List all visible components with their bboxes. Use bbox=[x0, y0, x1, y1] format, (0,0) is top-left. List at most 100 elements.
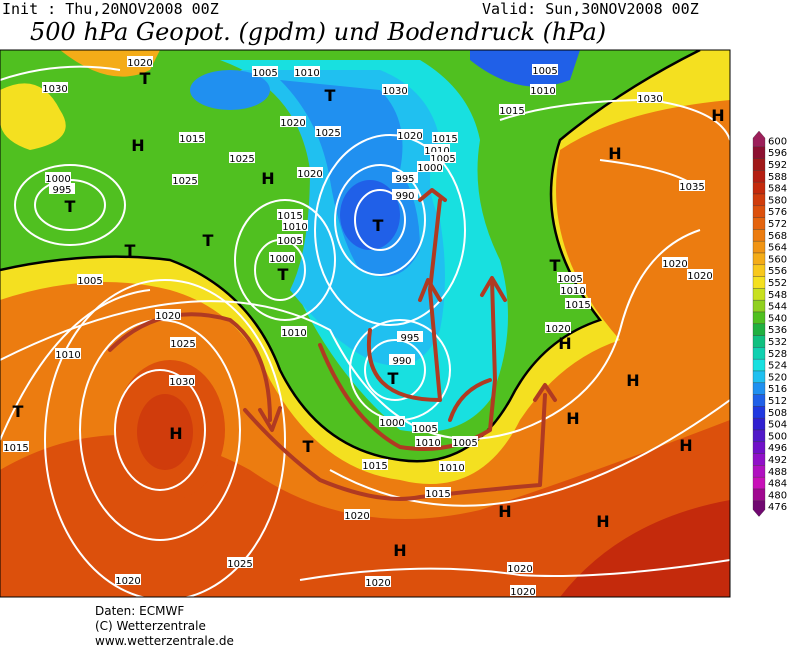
pressure-center: T bbox=[303, 437, 314, 456]
label-box bbox=[397, 129, 423, 140]
isobar-label: 990 bbox=[395, 191, 414, 202]
isobar-label: 1010 bbox=[560, 286, 585, 297]
pressure-center: H bbox=[131, 136, 144, 155]
map-frame bbox=[0, 49, 731, 598]
label-box bbox=[269, 252, 295, 263]
isobar-label: 1005 bbox=[557, 274, 582, 285]
isobar-label: 995 bbox=[400, 333, 419, 344]
colorbar-label: 536 bbox=[768, 325, 787, 336]
pressure-center: T bbox=[125, 241, 136, 260]
isobar-label: 1020 bbox=[280, 118, 305, 129]
colorbar-label: 496 bbox=[768, 443, 787, 454]
label-box bbox=[392, 189, 418, 200]
isobar-label: 1010 bbox=[55, 350, 80, 361]
label-box bbox=[679, 180, 705, 191]
colorbar-label: 476 bbox=[768, 502, 787, 513]
isobar-label: 1020 bbox=[545, 324, 570, 335]
pressure-center: H bbox=[393, 541, 406, 560]
colorbar-label: 488 bbox=[768, 467, 787, 478]
colorbar-cell bbox=[752, 394, 766, 407]
isobar-label: 1020 bbox=[365, 578, 390, 589]
label-box bbox=[565, 298, 591, 309]
isobar-label: 1015 bbox=[362, 461, 387, 472]
pressure-center: H bbox=[498, 502, 511, 521]
label-box bbox=[557, 272, 583, 283]
pressure-center: H bbox=[261, 169, 274, 188]
colorbar-label: 556 bbox=[768, 266, 787, 277]
label-box bbox=[45, 172, 71, 183]
colorbar-cell bbox=[752, 205, 766, 218]
pressure-center: T bbox=[140, 69, 151, 88]
label-box bbox=[545, 322, 571, 333]
colorbar-cell bbox=[752, 359, 766, 372]
isobar-label: 1025 bbox=[229, 154, 254, 165]
isobar-label: 1020 bbox=[687, 271, 712, 282]
label-box bbox=[281, 326, 307, 337]
label-box bbox=[115, 574, 141, 585]
colorbar-label: 548 bbox=[768, 290, 787, 301]
isobar-label: 1020 bbox=[510, 587, 535, 598]
isobar-label: 1020 bbox=[127, 58, 152, 69]
label-box bbox=[344, 509, 370, 520]
pressure-center: H bbox=[608, 144, 621, 163]
colorbar-label: 584 bbox=[768, 184, 787, 195]
isobar-label: 1015 bbox=[499, 106, 524, 117]
isobar-label: 1000 bbox=[45, 174, 70, 185]
label-box bbox=[687, 269, 713, 280]
label-box bbox=[3, 441, 29, 452]
label-box bbox=[415, 436, 441, 447]
label-box bbox=[452, 436, 478, 447]
source-text: Daten: ECMWF bbox=[95, 604, 184, 618]
pressure-center: T bbox=[325, 86, 336, 105]
colorbar-cell bbox=[752, 158, 766, 171]
colorbar-label: 540 bbox=[768, 313, 787, 324]
colorbar-cell bbox=[752, 453, 766, 466]
isobar-label: 1015 bbox=[179, 134, 204, 145]
colorbar-cell bbox=[752, 465, 766, 478]
colorbar-label: 588 bbox=[768, 172, 787, 183]
label-box bbox=[280, 116, 306, 127]
isobar-label: 1020 bbox=[662, 259, 687, 270]
pressure-center: H bbox=[169, 424, 182, 443]
isobar-label: 1020 bbox=[397, 131, 422, 142]
label-box bbox=[362, 459, 388, 470]
colorbar: 6005965925885845805765725685645605565525… bbox=[752, 130, 787, 517]
label-box bbox=[282, 220, 308, 231]
colorbar-label: 544 bbox=[768, 302, 787, 313]
isobar-label: 1005 bbox=[252, 68, 277, 79]
init-time: Init : Thu,20NOV2008 00Z bbox=[2, 0, 219, 18]
pressure-center: H bbox=[679, 436, 692, 455]
isobar-label: 1010 bbox=[281, 328, 306, 339]
isobar-label: 1005 bbox=[532, 66, 557, 77]
label-box bbox=[277, 234, 303, 245]
isobar-label: 1020 bbox=[115, 576, 140, 587]
colorbar-label: 580 bbox=[768, 195, 787, 206]
label-box bbox=[277, 209, 303, 220]
pressure-center: T bbox=[65, 197, 76, 216]
pressure-center: H bbox=[596, 512, 609, 531]
label-box bbox=[170, 337, 196, 348]
colorbar-cell bbox=[752, 217, 766, 230]
label-box bbox=[389, 354, 415, 365]
isobar-label: 1010 bbox=[282, 222, 307, 233]
isobar-label: 1015 bbox=[277, 211, 302, 222]
colorbar-label: 552 bbox=[768, 278, 787, 289]
isobar-label: 1005 bbox=[452, 438, 477, 449]
colorbar-cell bbox=[752, 429, 766, 442]
colorbar-label: 516 bbox=[768, 384, 787, 395]
label-box bbox=[637, 92, 663, 103]
colorbar-label: 524 bbox=[768, 361, 787, 372]
colorbar-cell bbox=[752, 347, 766, 360]
isobar-label: 1000 bbox=[417, 163, 442, 174]
colorbar-label: 532 bbox=[768, 337, 787, 348]
pressure-center: T bbox=[278, 265, 289, 284]
colorbar-cell bbox=[752, 406, 766, 419]
pressure-center: T bbox=[388, 369, 399, 388]
colorbar-label: 480 bbox=[768, 490, 787, 501]
label-box bbox=[532, 64, 558, 75]
isobar-label: 990 bbox=[392, 356, 411, 367]
colorbar-label: 528 bbox=[768, 349, 787, 360]
colorbar-cell bbox=[752, 182, 766, 195]
colorbar-cell bbox=[752, 229, 766, 242]
pressure-center: T bbox=[13, 402, 24, 421]
